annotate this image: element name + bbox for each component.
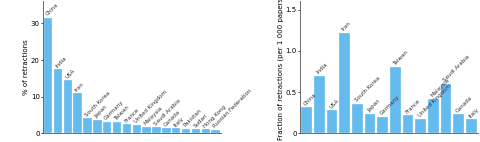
Text: Iran: Iran [74, 81, 85, 92]
Text: France: France [405, 98, 421, 114]
Text: United Kingdom: United Kingdom [133, 90, 168, 124]
Text: South Korea: South Korea [354, 76, 381, 103]
Bar [314, 76, 324, 133]
Bar [301, 107, 312, 133]
Text: Italy: Italy [173, 116, 185, 128]
Bar [103, 122, 111, 133]
Bar [44, 18, 52, 133]
Text: Canada: Canada [455, 95, 474, 114]
Bar [123, 124, 131, 133]
Text: Germany: Germany [379, 95, 401, 116]
Text: Russian Federation: Russian Federation [212, 88, 252, 129]
Bar [54, 69, 62, 133]
Text: Taiwan: Taiwan [392, 50, 408, 67]
Bar [365, 114, 375, 133]
Text: Malaysia: Malaysia [143, 106, 164, 126]
Text: India: India [316, 62, 329, 75]
Text: Hong Kong: Hong Kong [202, 104, 227, 129]
Bar [453, 114, 464, 133]
Text: China: China [45, 3, 59, 17]
Bar [352, 104, 363, 133]
Bar [415, 119, 426, 133]
Bar [84, 118, 92, 133]
Bar [182, 129, 190, 133]
Text: United Kingdom: United Kingdom [417, 83, 452, 118]
Bar [202, 130, 210, 133]
Bar [143, 127, 151, 133]
Text: Japan: Japan [366, 98, 381, 113]
Bar [377, 117, 388, 133]
Text: France: France [123, 107, 140, 124]
Text: Japan: Japan [94, 104, 108, 119]
Bar [403, 115, 413, 133]
Text: China: China [303, 92, 318, 106]
Bar [428, 99, 439, 133]
Bar [64, 80, 72, 133]
Y-axis label: Fraction of retractions (per 1 000 papers): Fraction of retractions (per 1 000 paper… [278, 0, 284, 140]
Bar [132, 125, 141, 133]
Text: USA: USA [328, 98, 340, 109]
Bar [113, 122, 121, 133]
Bar [73, 93, 82, 133]
Bar [162, 128, 170, 133]
Text: Taiwan: Taiwan [114, 105, 131, 122]
Text: Italy: Italy [468, 107, 480, 119]
Bar [93, 120, 102, 133]
Bar [326, 110, 337, 133]
Text: Sudan: Sudan [192, 112, 208, 128]
Text: Saudi Arabia: Saudi Arabia [443, 55, 471, 83]
Text: India: India [54, 55, 68, 69]
Text: Saudi Arabia: Saudi Arabia [153, 98, 181, 127]
Text: Canada: Canada [163, 109, 181, 127]
Y-axis label: % of retractions: % of retractions [24, 40, 29, 95]
Bar [192, 129, 200, 133]
Text: Pakistan: Pakistan [182, 108, 203, 128]
Bar [466, 119, 477, 133]
Text: South Korea: South Korea [84, 90, 111, 117]
Bar [441, 84, 451, 133]
Bar [211, 130, 220, 133]
Text: Iran: Iran [341, 21, 352, 32]
Bar [339, 33, 350, 133]
Text: Germany: Germany [104, 99, 125, 121]
Bar [152, 127, 161, 133]
Text: USA: USA [64, 68, 76, 80]
Bar [390, 67, 401, 133]
Text: Malaysia: Malaysia [430, 77, 450, 98]
Bar [172, 128, 180, 133]
